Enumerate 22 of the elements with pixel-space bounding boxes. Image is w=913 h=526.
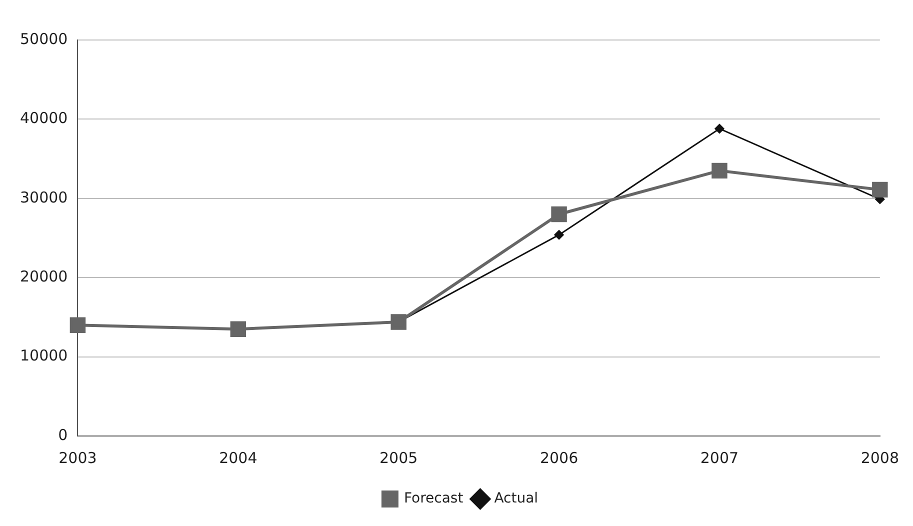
point	[551, 206, 567, 222]
point	[390, 314, 406, 330]
y-tick-label: 40000	[20, 109, 68, 128]
x-tick-label: 2004	[219, 448, 258, 467]
legend-label: Forecast	[404, 490, 464, 507]
x-tick-label: 2005	[380, 448, 418, 467]
legend-label: Actual	[494, 490, 538, 507]
y-tick-label: 30000	[20, 188, 68, 206]
x-tick-label: 2003	[58, 448, 97, 467]
y-tick-label: 20000	[20, 267, 68, 286]
x-tick-label: 2006	[540, 448, 578, 467]
point	[70, 317, 86, 333]
y-tick-label: 50000	[20, 30, 68, 48]
point	[714, 124, 724, 134]
y-tick-label: 10000	[20, 346, 68, 365]
point	[554, 230, 564, 240]
point	[230, 321, 246, 337]
x-tick-label: 2008	[860, 448, 900, 467]
x-tick-label: 2007	[700, 448, 739, 467]
y-tick-label: 0	[58, 426, 68, 444]
point	[872, 182, 888, 198]
point	[712, 162, 728, 179]
